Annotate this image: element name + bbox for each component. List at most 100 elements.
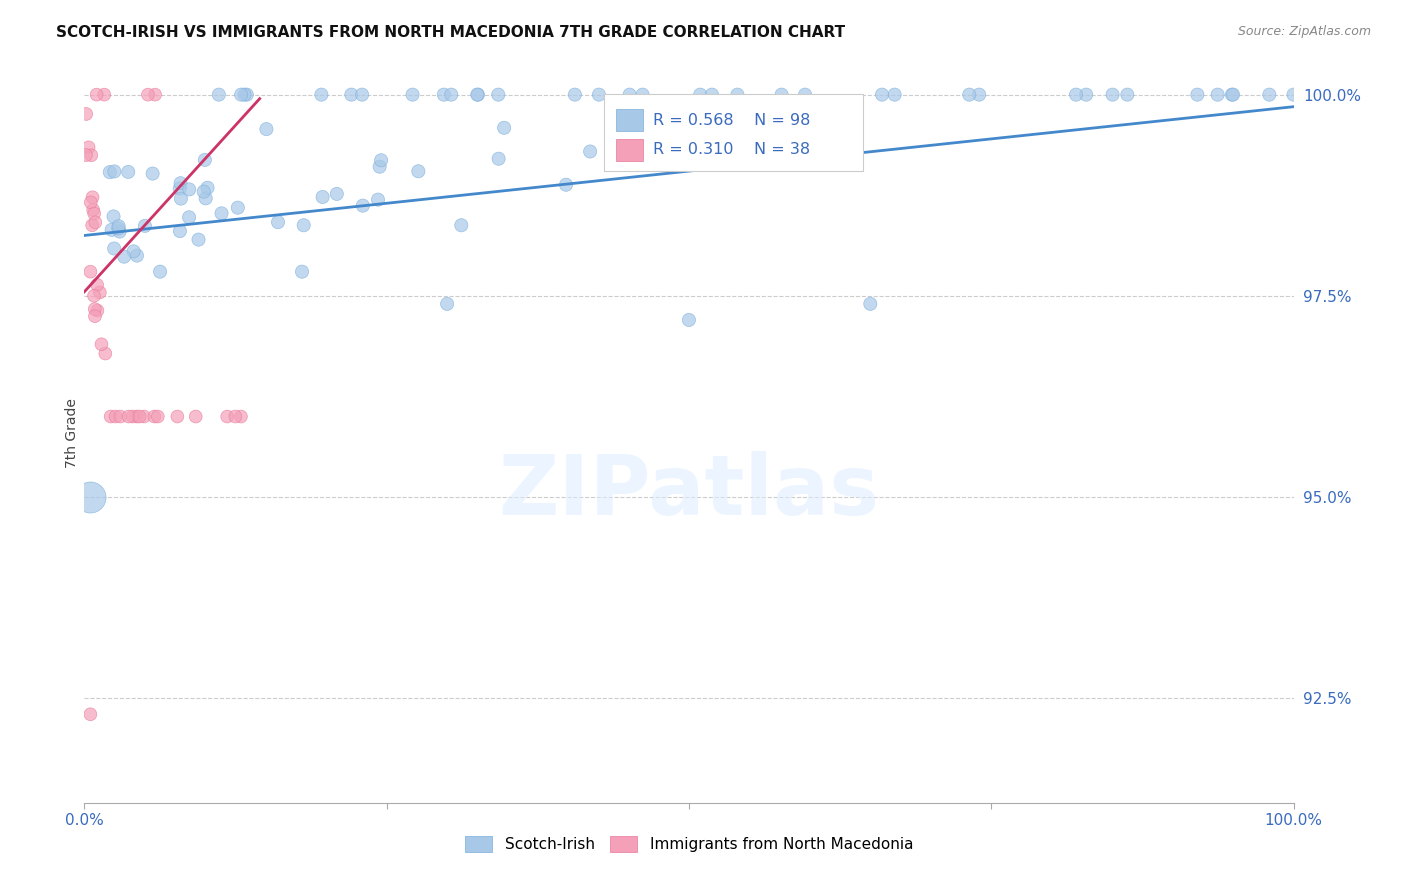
Point bbox=[194, 191, 217, 205]
Point bbox=[770, 87, 793, 102]
Point bbox=[79, 265, 101, 279]
Point bbox=[86, 277, 108, 292]
Point bbox=[103, 210, 125, 224]
Point bbox=[725, 87, 748, 102]
Point bbox=[117, 409, 139, 424]
Point bbox=[1206, 87, 1229, 102]
Point bbox=[179, 182, 201, 196]
Point bbox=[93, 87, 115, 102]
Point bbox=[436, 297, 458, 311]
Point bbox=[75, 107, 97, 121]
Point bbox=[450, 219, 472, 233]
Point bbox=[83, 289, 105, 303]
Point bbox=[367, 193, 389, 207]
Point bbox=[1222, 87, 1244, 102]
Point bbox=[86, 303, 108, 318]
Point bbox=[94, 346, 117, 360]
Point bbox=[254, 122, 277, 136]
Point bbox=[1101, 87, 1123, 102]
Point bbox=[957, 87, 980, 102]
Point bbox=[134, 219, 156, 233]
Point bbox=[108, 225, 131, 239]
Point bbox=[564, 87, 586, 102]
Point bbox=[859, 297, 882, 311]
Point bbox=[233, 87, 256, 102]
Point bbox=[143, 409, 166, 424]
Text: ZIPatlas: ZIPatlas bbox=[499, 451, 879, 533]
Text: Source: ZipAtlas.com: Source: ZipAtlas.com bbox=[1237, 25, 1371, 38]
Point bbox=[292, 219, 315, 233]
Point bbox=[631, 87, 654, 102]
Point bbox=[84, 215, 107, 229]
Point bbox=[579, 145, 602, 159]
Point bbox=[107, 221, 129, 235]
Point bbox=[169, 181, 191, 195]
Point bbox=[90, 337, 112, 351]
Point bbox=[143, 87, 166, 102]
Point bbox=[100, 223, 122, 237]
Point bbox=[619, 87, 641, 102]
Point bbox=[967, 87, 990, 102]
Point bbox=[82, 219, 104, 233]
Point bbox=[267, 215, 290, 229]
Point bbox=[117, 165, 139, 179]
Point bbox=[169, 176, 191, 190]
Text: R = 0.568    N = 98: R = 0.568 N = 98 bbox=[652, 112, 810, 128]
Point bbox=[82, 190, 104, 204]
FancyBboxPatch shape bbox=[605, 95, 863, 171]
Point bbox=[100, 409, 122, 424]
Point bbox=[1282, 87, 1305, 102]
Point bbox=[352, 199, 374, 213]
Point bbox=[149, 265, 172, 279]
Point bbox=[689, 87, 711, 102]
Point bbox=[291, 265, 314, 279]
Point bbox=[86, 87, 108, 102]
Point bbox=[208, 87, 231, 102]
Point bbox=[142, 167, 165, 181]
Point bbox=[110, 409, 132, 424]
Point bbox=[352, 87, 374, 102]
Legend: Scotch-Irish, Immigrants from North Macedonia: Scotch-Irish, Immigrants from North Mace… bbox=[458, 830, 920, 858]
Point bbox=[89, 285, 111, 300]
Point bbox=[368, 160, 391, 174]
Point bbox=[98, 165, 121, 179]
Point bbox=[194, 153, 217, 167]
Point bbox=[1064, 87, 1087, 102]
Point bbox=[79, 490, 101, 504]
Y-axis label: 7th Grade: 7th Grade bbox=[65, 398, 79, 467]
Point bbox=[494, 120, 516, 135]
Point bbox=[224, 409, 246, 424]
Point bbox=[311, 190, 333, 204]
Point bbox=[700, 87, 723, 102]
Point bbox=[80, 148, 103, 162]
Point bbox=[794, 87, 817, 102]
Point bbox=[1258, 87, 1281, 102]
Point bbox=[226, 201, 249, 215]
Point bbox=[136, 87, 159, 102]
Point bbox=[231, 87, 253, 102]
Point bbox=[146, 409, 169, 424]
Point bbox=[870, 87, 893, 102]
Point bbox=[433, 87, 456, 102]
Point bbox=[488, 152, 510, 166]
Point bbox=[82, 202, 104, 217]
Point bbox=[121, 409, 143, 424]
Point bbox=[1076, 87, 1098, 102]
Bar bbox=[616, 109, 643, 131]
Point bbox=[1220, 87, 1243, 102]
Point bbox=[467, 87, 489, 102]
Point bbox=[401, 87, 423, 102]
Point bbox=[555, 178, 578, 192]
Point bbox=[197, 180, 219, 194]
Point bbox=[177, 211, 200, 225]
Point bbox=[465, 87, 488, 102]
Point bbox=[103, 164, 125, 178]
Point bbox=[440, 87, 463, 102]
Point bbox=[132, 409, 155, 424]
Point bbox=[211, 206, 233, 220]
Point bbox=[83, 206, 105, 220]
Point bbox=[193, 185, 215, 199]
Point bbox=[75, 148, 97, 162]
Point bbox=[217, 409, 239, 424]
Point bbox=[170, 192, 193, 206]
